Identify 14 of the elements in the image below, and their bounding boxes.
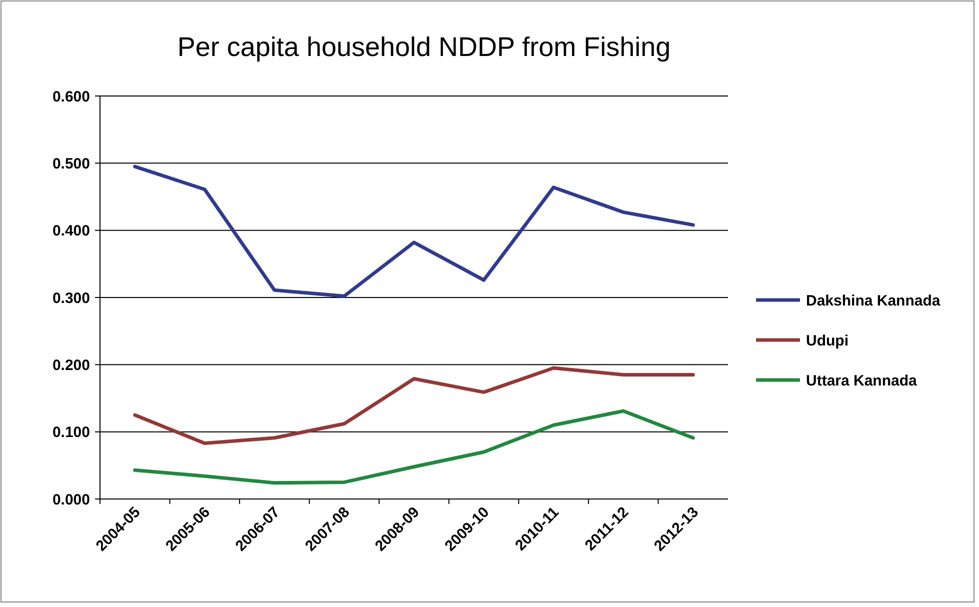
y-tick-label: 0.000 <box>52 491 90 508</box>
y-tick-label: 0.200 <box>52 356 90 374</box>
y-tick-label: 0.500 <box>52 155 90 172</box>
y-tick-label: 0.300 <box>52 290 90 307</box>
legend-label: Uttara Kannada <box>806 372 918 390</box>
line-series <box>133 366 695 445</box>
line-series <box>133 164 695 298</box>
y-tick-label: 0.400 <box>52 222 90 240</box>
line-series <box>133 409 695 485</box>
legend-label: Dakshina Kannada <box>806 292 941 310</box>
y-tick-label: 0.100 <box>52 424 90 442</box>
y-tick-label: 0.600 <box>52 88 90 106</box>
chart-title: Per capita household NDDP from Fishing <box>177 32 671 62</box>
legend-label: Udupi <box>806 332 848 350</box>
